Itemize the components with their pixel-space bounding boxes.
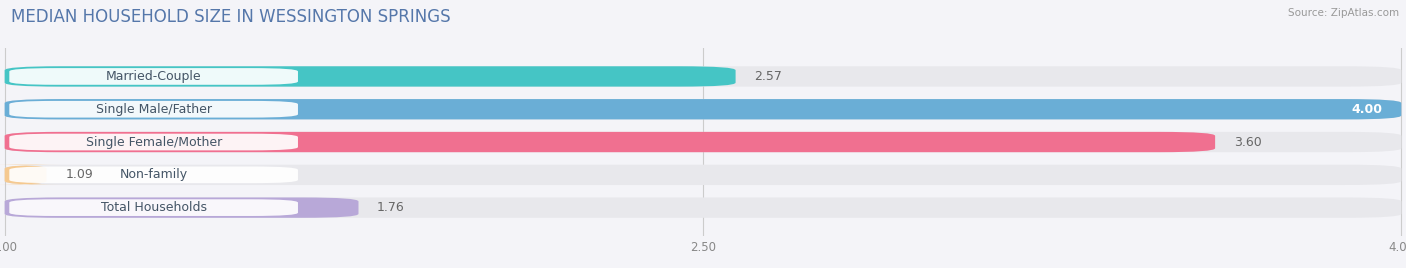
FancyBboxPatch shape (4, 165, 1402, 185)
Text: Total Households: Total Households (101, 201, 207, 214)
FancyBboxPatch shape (4, 198, 1402, 218)
FancyBboxPatch shape (10, 101, 298, 118)
FancyBboxPatch shape (0, 165, 60, 185)
FancyBboxPatch shape (10, 134, 298, 150)
FancyBboxPatch shape (4, 99, 1402, 120)
FancyBboxPatch shape (4, 66, 735, 87)
Text: Single Male/Father: Single Male/Father (96, 103, 212, 116)
Text: 4.00: 4.00 (1351, 103, 1382, 116)
Text: Source: ZipAtlas.com: Source: ZipAtlas.com (1288, 8, 1399, 18)
FancyBboxPatch shape (4, 132, 1215, 152)
Text: 3.60: 3.60 (1233, 136, 1261, 148)
FancyBboxPatch shape (4, 66, 1402, 87)
Text: 1.76: 1.76 (377, 201, 405, 214)
Text: 1.09: 1.09 (65, 168, 93, 181)
FancyBboxPatch shape (4, 99, 1402, 120)
FancyBboxPatch shape (4, 132, 1402, 152)
FancyBboxPatch shape (4, 198, 359, 218)
Text: Single Female/Mother: Single Female/Mother (86, 136, 222, 148)
Text: 2.57: 2.57 (754, 70, 782, 83)
Text: MEDIAN HOUSEHOLD SIZE IN WESSINGTON SPRINGS: MEDIAN HOUSEHOLD SIZE IN WESSINGTON SPRI… (11, 8, 451, 26)
FancyBboxPatch shape (10, 68, 298, 85)
Text: Married-Couple: Married-Couple (105, 70, 201, 83)
FancyBboxPatch shape (10, 166, 298, 183)
Text: Non-family: Non-family (120, 168, 187, 181)
FancyBboxPatch shape (10, 199, 298, 216)
